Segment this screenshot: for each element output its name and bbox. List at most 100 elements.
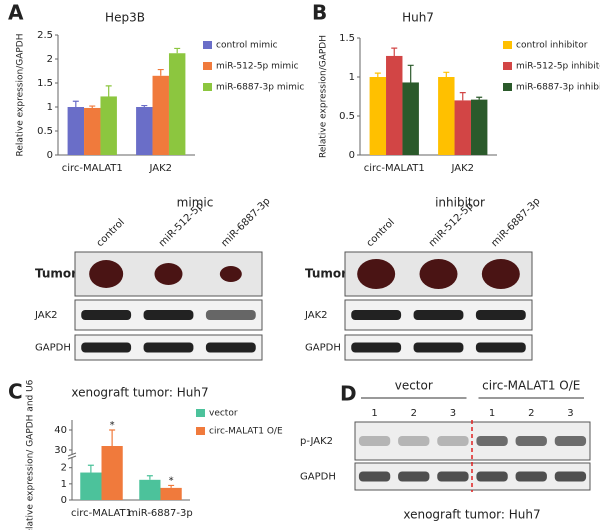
chart-title: Hep3B (105, 11, 145, 25)
legend-label: control mimic (216, 41, 278, 51)
group-label: vector (395, 379, 433, 393)
lane-label: miR-6887-3p (219, 196, 272, 249)
band (143, 310, 194, 320)
lane-label: 3 (450, 408, 456, 419)
tumor (219, 266, 242, 282)
y-tick-label: 0 (47, 150, 53, 161)
legend-label: miR-512-5p inhibitor (516, 62, 600, 72)
bar (100, 96, 117, 155)
x-tick-label: circ-MALAT1 (71, 508, 132, 519)
significance-mark: * (169, 475, 174, 486)
blot-title: inhibitor (435, 196, 485, 210)
y-tick-label: 1 (61, 479, 67, 490)
x-tick-label: circ-MALAT1 (62, 163, 123, 174)
lane-label: 2 (411, 408, 417, 419)
x-tick-label: circ-MALAT1 (364, 163, 425, 174)
y-tick-label: 30 (54, 445, 67, 456)
row-label: Tumor (305, 267, 347, 281)
band (81, 310, 132, 320)
row-label: JAK2 (34, 310, 58, 321)
bar (470, 99, 488, 155)
y-tick-label: 2 (47, 54, 53, 65)
band (437, 471, 469, 482)
band (413, 342, 464, 353)
row-label: Tumor (35, 267, 77, 281)
y-tick-label: 1.5 (339, 33, 355, 44)
legend-swatch (203, 62, 212, 70)
band (554, 436, 587, 446)
bar (168, 53, 186, 155)
bar (80, 472, 102, 500)
band (476, 436, 508, 446)
error-bar (391, 47, 398, 56)
bar (136, 107, 153, 155)
band (81, 342, 132, 353)
band (351, 342, 402, 353)
axis-break (67, 452, 77, 460)
error-bar (459, 92, 466, 101)
x-tick-label: JAK2 (450, 163, 474, 174)
y-axis-label: Relative expression/GAPDH (319, 35, 329, 158)
legend-label: control inhibitor (516, 41, 588, 51)
error-bar (89, 105, 96, 108)
band (351, 310, 402, 320)
band (358, 436, 391, 446)
tumor (481, 259, 520, 289)
bar (402, 82, 419, 155)
blot-title: mimic (177, 196, 214, 210)
error-bar (443, 71, 450, 77)
bar (139, 479, 161, 500)
tumor (154, 263, 183, 285)
band (475, 310, 526, 320)
lane-label: control (365, 217, 397, 249)
band (413, 310, 464, 320)
band (515, 471, 547, 482)
lane-label: miR-6887-3p (489, 196, 542, 249)
error-bar (407, 64, 414, 83)
panel-letter: B (312, 1, 327, 25)
bar (369, 77, 387, 155)
lane-label: 3 (567, 408, 573, 419)
x-tick-label: JAK2 (148, 163, 172, 174)
lane-label: 1 (371, 408, 377, 419)
legend-swatch (203, 83, 212, 91)
error-bar (109, 429, 116, 446)
panel-letter: A (8, 1, 24, 25)
lane-label: 2 (528, 408, 534, 419)
error-bar (87, 464, 94, 473)
chart-title: xenograft tumor: Huh7 (71, 386, 208, 400)
row-label: JAK2 (304, 310, 328, 321)
tumor (357, 259, 396, 289)
band (358, 471, 391, 482)
bar (454, 100, 471, 155)
band (143, 342, 194, 353)
group-label: circ-MALAT1 O/E (482, 379, 580, 393)
error-bar (141, 104, 148, 107)
error-bar (168, 484, 175, 488)
y-tick-label: 0.5 (339, 111, 355, 122)
band (398, 471, 430, 482)
chart-title: Huh7 (402, 11, 434, 25)
bar (67, 107, 85, 155)
band (554, 471, 587, 482)
y-axis-label: Relative expression/GAPDH (16, 34, 26, 157)
legend-swatch (203, 41, 212, 49)
legend-swatch (503, 62, 512, 70)
y-tick-label: 1 (349, 72, 355, 83)
band (476, 471, 508, 482)
error-bar (476, 96, 483, 100)
band (398, 436, 430, 446)
error-bar (157, 68, 164, 76)
y-tick-label: 2 (61, 463, 67, 474)
y-axis-label: Relative expression/ GAPDH and U6 (26, 379, 36, 530)
error-bar (374, 72, 381, 77)
y-tick-label: 1 (47, 102, 53, 113)
band (205, 342, 256, 353)
legend-label: circ-MALAT1 O/E (209, 427, 283, 437)
panel-letter: D (340, 382, 357, 406)
tumor (89, 260, 124, 288)
tumor (419, 259, 458, 289)
bar (84, 107, 101, 155)
band (437, 436, 469, 446)
